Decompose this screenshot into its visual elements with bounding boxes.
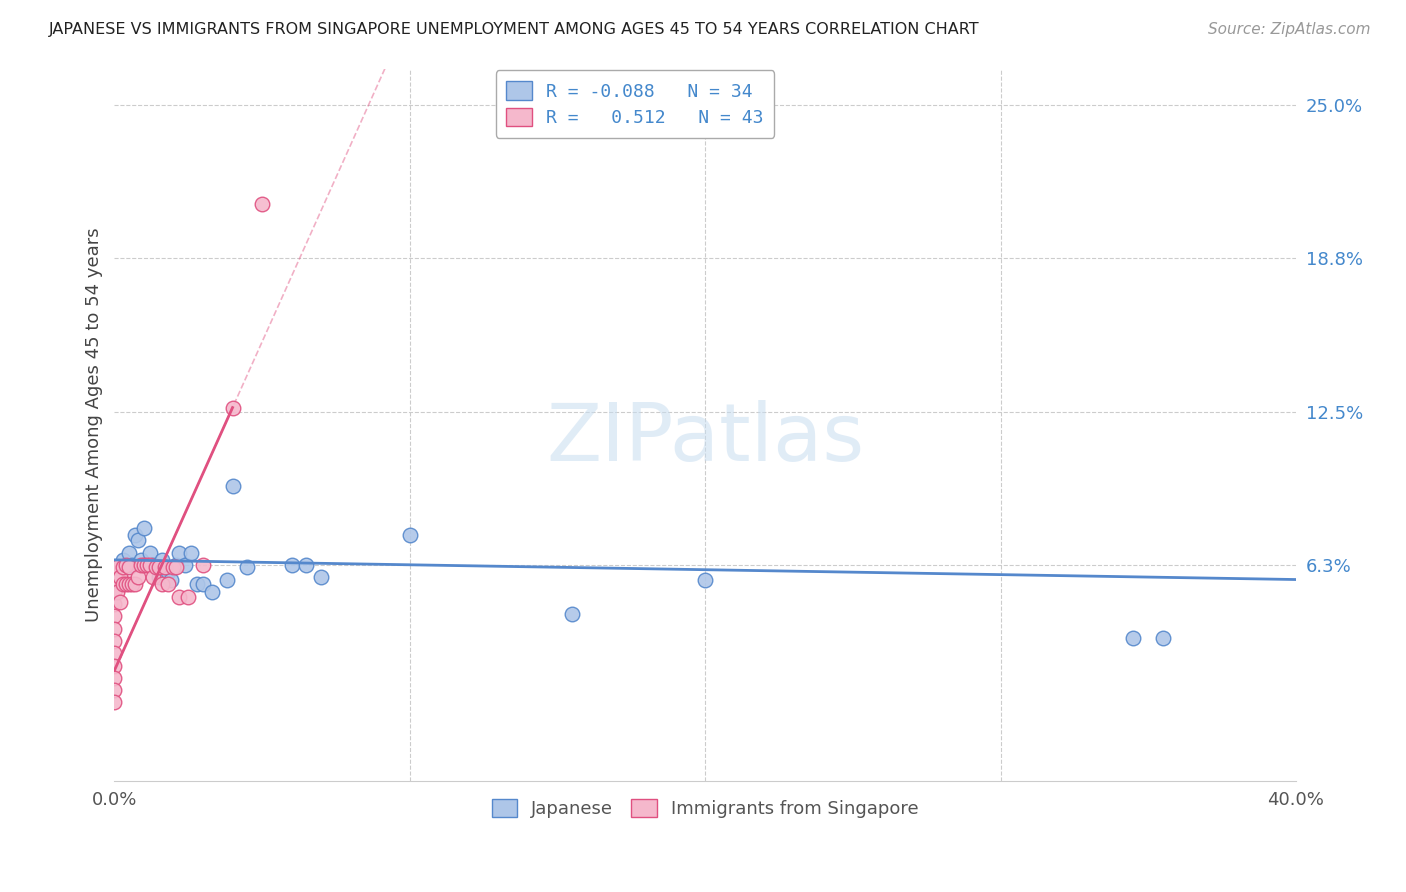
Point	[103, 609, 125, 624]
Point	[127, 533, 149, 548]
Point	[103, 573, 125, 587]
Point	[103, 695, 125, 709]
Point	[121, 577, 143, 591]
Point	[129, 558, 152, 572]
Point	[124, 528, 146, 542]
Point	[103, 622, 125, 636]
Y-axis label: Unemployment Among Ages 45 to 54 years: Unemployment Among Ages 45 to 54 years	[86, 227, 103, 622]
Point	[110, 594, 132, 608]
Point	[105, 573, 128, 587]
Point	[295, 558, 318, 572]
Point	[118, 560, 141, 574]
Point	[112, 560, 135, 574]
Point	[150, 553, 173, 567]
Point	[221, 401, 243, 415]
Point	[561, 607, 583, 621]
Point	[150, 577, 173, 591]
Point	[165, 560, 187, 574]
Point	[118, 577, 141, 591]
Point	[250, 196, 273, 211]
Point	[1152, 632, 1174, 646]
Point	[129, 553, 152, 567]
Point	[180, 545, 202, 559]
Point	[103, 597, 125, 611]
Point	[201, 584, 224, 599]
Point	[153, 560, 176, 574]
Point	[139, 558, 162, 572]
Point	[695, 573, 717, 587]
Point	[162, 560, 184, 574]
Text: JAPANESE VS IMMIGRANTS FROM SINGAPORE UNEMPLOYMENT AMONG AGES 45 TO 54 YEARS COR: JAPANESE VS IMMIGRANTS FROM SINGAPORE UN…	[49, 22, 980, 37]
Point	[112, 553, 135, 567]
Point	[103, 584, 125, 599]
Point	[177, 590, 200, 604]
Point	[398, 528, 420, 542]
Point	[153, 560, 176, 574]
Point	[103, 646, 125, 660]
Point	[156, 565, 179, 579]
Point	[165, 558, 187, 572]
Point	[174, 558, 197, 572]
Point	[115, 577, 138, 591]
Point	[186, 577, 208, 591]
Point	[191, 558, 214, 572]
Point	[169, 545, 191, 559]
Point	[1122, 632, 1144, 646]
Point	[280, 558, 302, 572]
Point	[127, 570, 149, 584]
Point	[135, 558, 157, 572]
Point	[309, 570, 332, 584]
Point	[221, 479, 243, 493]
Point	[139, 545, 162, 559]
Point	[103, 671, 125, 685]
Point	[148, 560, 170, 574]
Point	[110, 570, 132, 584]
Text: Source: ZipAtlas.com: Source: ZipAtlas.com	[1208, 22, 1371, 37]
Point	[142, 570, 165, 584]
Point	[112, 577, 135, 591]
Point	[142, 558, 165, 572]
Point	[105, 584, 128, 599]
Point	[132, 558, 155, 572]
Point	[103, 683, 125, 698]
Point	[121, 558, 143, 572]
Point	[103, 634, 125, 648]
Point	[148, 570, 170, 584]
Point	[145, 560, 167, 574]
Point	[156, 577, 179, 591]
Point	[191, 577, 214, 591]
Point	[103, 658, 125, 673]
Point	[115, 558, 138, 572]
Point	[105, 560, 128, 574]
Text: ZIPatlas: ZIPatlas	[546, 400, 865, 478]
Legend: Japanese, Immigrants from Singapore: Japanese, Immigrants from Singapore	[485, 791, 927, 825]
Point	[115, 560, 138, 574]
Point	[132, 521, 155, 535]
Point	[169, 590, 191, 604]
Point	[215, 573, 238, 587]
Point	[145, 560, 167, 574]
Point	[103, 560, 125, 574]
Point	[236, 560, 259, 574]
Point	[124, 577, 146, 591]
Point	[159, 573, 181, 587]
Point	[118, 545, 141, 559]
